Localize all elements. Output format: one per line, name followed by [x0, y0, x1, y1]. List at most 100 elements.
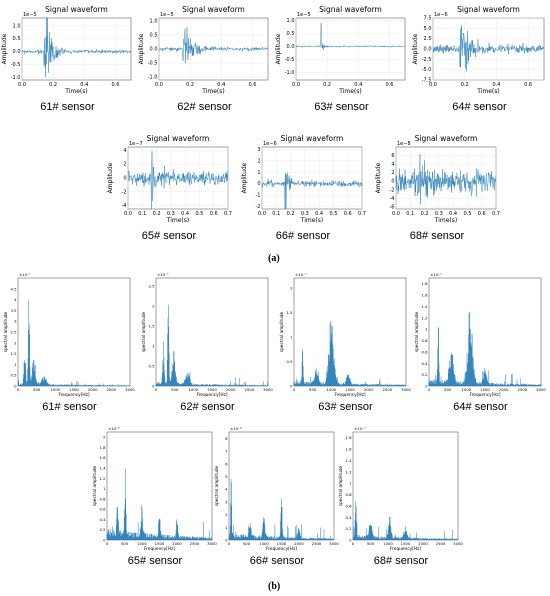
x-tick-label: 2000 [418, 541, 428, 546]
y-axis-label: Amplitude [138, 33, 145, 64]
y-tick-label: 2 [103, 435, 106, 440]
x-tick-label: 500 [33, 387, 41, 392]
y-tick-label: 2.5 [10, 330, 17, 335]
wf62-svg: 0.0 0.2 0.4 0.6 -1.0 -0.5 0.0 0.5 1.01e−5 Time(s)… [138, 5, 269, 95]
waveform-series [395, 154, 497, 205]
y-tick-label: 6 [391, 153, 394, 159]
waveform-series [295, 22, 406, 50]
y-tick-label: 0.0 [287, 44, 295, 50]
waveform-series [127, 151, 229, 210]
wf68-svg: 0.0 0.1 0.2 0.3 0.4 0.5 0.6 0.7 -6 -4 -2 0 2 4 61e−8 Ti… [375, 134, 500, 224]
y-tick-label: 0.5 [287, 31, 295, 37]
y-tick-label: 2.5 [424, 36, 432, 42]
y-axis-label: spectral amplitude [279, 311, 285, 352]
x-axis-label: Frequency[Hz] [334, 392, 365, 398]
x-tick-label: 0.2 [461, 82, 469, 88]
x-tick-label: 1500 [207, 387, 217, 392]
scale-factor-label: 1e−5 [297, 12, 311, 18]
x-tick-label: 0.1 [272, 211, 280, 217]
sp62-svg: 0 500 1000 1500 2000 2500 300000.511.522.5×10⁻… [141, 272, 273, 398]
y-axis-label: spectral amplitude [92, 465, 98, 506]
y-tick-label: 3 [257, 147, 260, 153]
y-axis-label: spectral amplitude [214, 465, 220, 506]
y-tick-label: -1.0 [148, 75, 158, 81]
y-tick-label: 0 [103, 538, 106, 543]
plot-frame [293, 277, 407, 387]
x-tick-label: 0.2 [186, 82, 194, 88]
y-tick-label: 1 [349, 481, 352, 486]
y-tick-label: 1 [290, 334, 293, 339]
plot-frame [428, 277, 542, 387]
y-tick-label: 1.6 [345, 447, 352, 452]
sp66-svg: 0 500 1000 1500 2000 2500 3000012345678×10⁻⁸Fr… [214, 426, 339, 552]
x-tick-label: 1000 [188, 387, 198, 392]
spectrum-series [106, 468, 213, 540]
y-tick-label: 0 [391, 179, 394, 185]
sensor-caption: 65# sensor [127, 555, 183, 567]
waveform-panel-63: 0.0 0.2 0.4 0.6 -1.0 -0.5 0.0 0.5 1.0 1e−5 Time(s)… [274, 4, 409, 116]
sensor-caption: 63# sensor [318, 401, 373, 413]
y-tick-label: 4 [14, 297, 17, 302]
y-tick-label: 1.0 [150, 18, 158, 24]
y-axis-label: spectral amplitude [3, 311, 9, 352]
y-tick-label: -0.5 [11, 62, 21, 68]
x-tick-label: 0.6 [111, 82, 119, 88]
y-tick-label: 2 [123, 162, 126, 168]
y-tick-label: 0.5 [10, 373, 17, 378]
sensor-caption: 66# sensor [275, 230, 331, 242]
x-tick-label: 0.3 [435, 211, 443, 217]
x-tick-label: 2000 [499, 387, 509, 392]
x-tick-label: 0.6 [210, 211, 218, 217]
x-tick-label: 0.4 [449, 211, 457, 217]
x-tick-label: 0 [352, 541, 355, 546]
y-tick-label: 0.2 [99, 527, 106, 532]
x-tick-label: 2000 [226, 387, 236, 392]
spectrum-panel-61: 0 500 1000 1500 2000 2500 3000 0 0.5 1 1.5 2 2.5 3 3.5… [3, 268, 136, 416]
x-tick-label: 0.0 [124, 211, 132, 217]
y-tick-label: 0 [152, 384, 155, 389]
y-axis-label: Amplitude [241, 162, 248, 193]
waveform-series [261, 172, 363, 210]
x-tick-label: 500 [243, 541, 251, 546]
y-tick-label: 1.6 [99, 455, 106, 460]
y-tick-label: 2 [225, 512, 228, 517]
y-tick-label: 1.2 [421, 315, 428, 320]
y-tick-label: 1.5 [286, 310, 293, 315]
sp68-svg: 0 500 1000 1500 2000 2500 300000.20.40.60.811.… [338, 426, 463, 552]
x-tick-label: 1000 [383, 541, 393, 546]
waveform-series [21, 17, 132, 78]
y-tick-label: 1 [103, 486, 106, 491]
scale-factor-label: ×10⁻⁷ [19, 272, 31, 277]
x-tick-label: 500 [171, 387, 179, 392]
waveform-panel-68: 0.0 0.1 0.2 0.3 0.4 0.5 0.6 0.7 -6 -4 -2 0 2 4 6 1e−8 Ti… [374, 133, 500, 245]
y-tick-label: 0.0 [150, 47, 158, 53]
scale-factor-label: ×10⁻⁷ [354, 426, 366, 431]
x-tick-label: 1000 [326, 387, 336, 392]
sensor-caption: 68# sensor [373, 555, 429, 567]
spectrum-panel-64: 0 500 1000 1500 2000 2500 3000 0 0.2 0.4 0.6 0.8 1 1.… [414, 268, 547, 416]
waveform-panel-65: 0.0 0.1 0.2 0.3 0.4 0.5 0.6 0.7 -4 -2 0 2 4 1e−7 Time(… [106, 133, 232, 245]
x-tick-label: 2500 [382, 387, 392, 392]
y-tick-label: 1.2 [99, 476, 106, 481]
spectrum-panel-65: 0 500 1000 1500 2000 2500 3000 0 0.2 0.4 0.6 0.8 1 1.… [92, 422, 218, 570]
waveform-series [432, 25, 545, 72]
y-tick-label: 0.8 [99, 496, 106, 501]
y-tick-label: -1 [256, 193, 261, 199]
y-tick-label: 1 [152, 344, 155, 349]
y-tick-label: 2 [257, 158, 260, 164]
y-tick-label: 0.5 [13, 36, 21, 42]
y-tick-label: -4 [390, 196, 395, 202]
y-tick-label: 1 [425, 327, 428, 332]
x-tick-label: 1500 [401, 541, 411, 546]
y-tick-label: 5.0 [424, 26, 432, 32]
x-tick-label: 0 [293, 387, 296, 392]
x-tick-label: 0.0 [429, 82, 437, 88]
x-tick-label: 0.2 [323, 82, 331, 88]
y-tick-label: 3 [225, 499, 228, 504]
scale-factor-label: 1e−8 [397, 141, 411, 147]
scale-factor-label: ×10⁻⁷ [157, 272, 169, 277]
y-tick-label: 1.8 [99, 445, 106, 450]
x-tick-label: 0.7 [224, 211, 232, 217]
spectrum-series [17, 300, 131, 386]
spectrum-panel-63: 0 500 1000 1500 2000 2500 3000 0 0.5 1 1.5 2 ×10⁻⁷ Fr… [279, 268, 412, 416]
